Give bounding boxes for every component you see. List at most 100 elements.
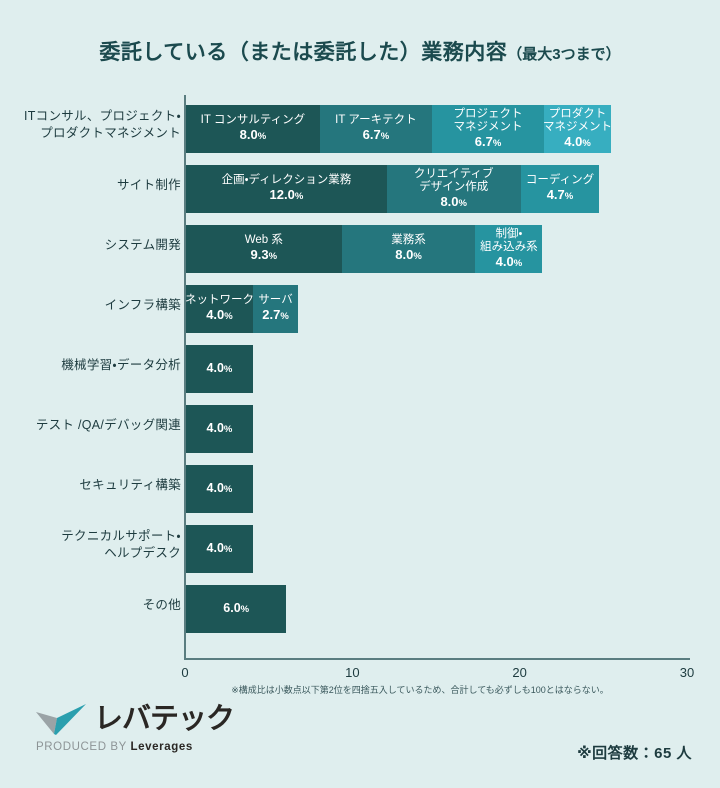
- percent-sign: %: [380, 131, 390, 143]
- bar-segment-label: コーディング: [525, 174, 595, 187]
- logo-tagline-prefix: PRODUCED BY: [36, 741, 131, 753]
- y-axis-line: [184, 95, 186, 659]
- bar-segment[interactable]: 4.0%: [186, 465, 253, 513]
- bar-segment[interactable]: クリエイティブ デザイン作成 8.0%: [386, 165, 521, 213]
- category-label: テスト /QA/デバッグ関連: [11, 417, 181, 434]
- bar-stack: 4.0%: [186, 465, 253, 513]
- bar-value-number: 4.0: [495, 254, 514, 270]
- page-title-main: 委託している（または委託した）業務内容: [99, 41, 508, 64]
- bar-value-number: 2.7: [262, 307, 281, 323]
- bar-segment-value: 4.0%: [564, 134, 591, 150]
- percent-sign: %: [268, 251, 278, 263]
- bar-segment[interactable]: 企画・ディレクション業務 12.0%: [186, 165, 387, 213]
- bar-stack: 企画・ディレクション業務 12.0% クリエイティブ デザイン作成 8.0% コーディング…: [186, 165, 600, 213]
- bar-value-number: 4.7: [546, 187, 565, 203]
- bar-segment[interactable]: ネットワーク 4.0%: [184, 285, 254, 333]
- bar-segment-value: 8.0%: [240, 127, 267, 143]
- x-axis-line: [184, 658, 690, 660]
- category-label: システム開発: [11, 237, 181, 254]
- stacked-bar-chart: ITコンサル、プロジェクト・ プロダクトマネジメント IT コンサルティング 8.0%…: [0, 95, 720, 680]
- percent-sign: %: [564, 191, 574, 203]
- chart-row: インフラ構築 ネットワーク 4.0% サーバ 2.7%: [0, 275, 720, 335]
- bar-segment-value: 6.7%: [475, 134, 502, 150]
- bar-segment[interactable]: プロジェクト マネジメント 6.7%: [431, 105, 545, 153]
- category-label-line: 機械学習・データ分析: [61, 357, 181, 372]
- levtech-logo: レバテック PRODUCED BY Leverages: [34, 702, 294, 753]
- category-label: ITコンサル、プロジェクト・ プロダクトマネジメント: [11, 108, 181, 142]
- bar-segment-label: IT コンサルティング: [200, 114, 306, 127]
- bar-value-number: 4.0: [206, 361, 224, 376]
- chart-row: テスト /QA/デバッグ関連 4.0%: [0, 395, 720, 455]
- bar-stack: 4.0%: [186, 525, 253, 573]
- bar-segment[interactable]: コーディング 4.7%: [520, 165, 600, 213]
- bar-segment[interactable]: プロダクト マネジメント 4.0%: [543, 105, 613, 153]
- bar-segment[interactable]: 制御・ 組み込み系 4.0%: [475, 225, 543, 273]
- bar-value-number: 8.0: [440, 194, 459, 210]
- chart-row: システム開発 Web 系 9.3% 業務系 8.0% 制御・ 組み込み系 4.0%: [0, 215, 720, 275]
- bar-value-number: 12.0: [269, 187, 295, 203]
- bar-segment[interactable]: IT コンサルティング 8.0%: [186, 105, 320, 153]
- percent-sign: %: [223, 544, 233, 556]
- percent-sign: %: [224, 311, 233, 323]
- category-label: その他: [11, 597, 181, 614]
- bar-segment-value: 4.0%: [207, 481, 233, 497]
- bar-segment-value: 4.0%: [206, 307, 233, 323]
- bar-value-number: 4.0: [206, 307, 225, 323]
- category-label-line: テクニカルサポート・: [61, 529, 181, 544]
- bar-segment-label: デザイン作成: [419, 180, 489, 193]
- bar-segment-label: プロジェクト: [453, 107, 523, 120]
- chart-row: 機械学習・データ分析 4.0%: [0, 335, 720, 395]
- bar-segment-label: ネットワーク: [184, 294, 254, 307]
- percent-sign: %: [240, 604, 250, 616]
- percent-sign: %: [257, 131, 267, 143]
- x-axis-tick-label: 20: [512, 665, 527, 680]
- category-label-line: システム開発: [104, 237, 181, 252]
- percent-sign: %: [223, 424, 233, 436]
- percent-sign: %: [223, 484, 233, 496]
- x-axis-tick-label: 30: [679, 665, 695, 680]
- bar-segment[interactable]: 4.0%: [186, 345, 253, 393]
- bar-segment-value: 4.7%: [547, 187, 574, 203]
- chart-row: テクニカルサポート・ ヘルプデスク 4.0%: [0, 515, 720, 575]
- page-footer: レバテック PRODUCED BY Leverages ※回答数：65 人: [0, 700, 720, 788]
- category-label: 機械学習・データ分析: [11, 357, 181, 374]
- bar-segment[interactable]: 業務系 8.0%: [341, 225, 476, 273]
- bar-segment-label: プロダクト: [548, 107, 607, 120]
- category-label-line: テスト /QA/デバッグ関連: [35, 417, 181, 432]
- bar-segment-value: 8.0%: [395, 247, 422, 263]
- bar-segment-label: 企画・ディレクション業務: [221, 174, 352, 187]
- checkmark-icon: [36, 704, 86, 735]
- bar-segment-label: マネジメント: [543, 120, 613, 133]
- x-axis-tick-label: 10: [345, 665, 360, 680]
- bar-segment[interactable]: 4.0%: [186, 525, 253, 573]
- chart-row: セキュリティ構築 4.0%: [0, 455, 720, 515]
- bar-segment-label: 組み込み系: [480, 240, 538, 253]
- bar-segment[interactable]: 4.0%: [186, 405, 253, 453]
- percent-sign: %: [492, 138, 502, 150]
- category-label-line: サイト制作: [116, 177, 181, 192]
- bar-segment[interactable]: IT アーキテクト 6.7%: [319, 105, 432, 153]
- bar-value-number: 6.0: [223, 601, 241, 616]
- x-axis-ticks: 0 10 20 30: [0, 661, 720, 683]
- percent-sign: %: [458, 198, 467, 210]
- bar-value-number: 8.0: [239, 127, 258, 143]
- bar-value-number: 9.3: [250, 247, 269, 263]
- category-label-line: ITコンサル、プロジェクト・: [23, 109, 181, 124]
- page-title: 委託している（または委託した）業務内容（最大3つまで）: [0, 36, 720, 66]
- percent-sign: %: [582, 138, 591, 150]
- bar-segment-value: 9.3%: [251, 247, 278, 263]
- bar-segment[interactable]: Web 系 9.3%: [186, 225, 342, 273]
- bar-segment-value: 12.0%: [270, 187, 304, 203]
- respondents-count: ※回答数：65 人: [577, 745, 692, 762]
- bar-value-number: 4.0: [206, 481, 224, 496]
- bar-segment-label: クリエイティブ: [413, 167, 494, 180]
- bar-stack: IT コンサルティング 8.0% IT アーキテクト 6.7% プロジェクト マネジメント…: [186, 105, 613, 153]
- bar-segment-value: 6.7%: [363, 127, 390, 143]
- percent-sign: %: [294, 191, 304, 203]
- bar-segment-value: 8.0%: [440, 194, 467, 210]
- bar-segment[interactable]: サーバ 2.7%: [252, 285, 299, 333]
- chart-row: ITコンサル、プロジェクト・ プロダクトマネジメント IT コンサルティング 8.0%…: [0, 95, 720, 155]
- bar-segment-label: 業務系: [391, 234, 426, 247]
- bar-segment[interactable]: 6.0%: [186, 585, 287, 633]
- page-title-sub: （最大3つまで）: [507, 46, 621, 63]
